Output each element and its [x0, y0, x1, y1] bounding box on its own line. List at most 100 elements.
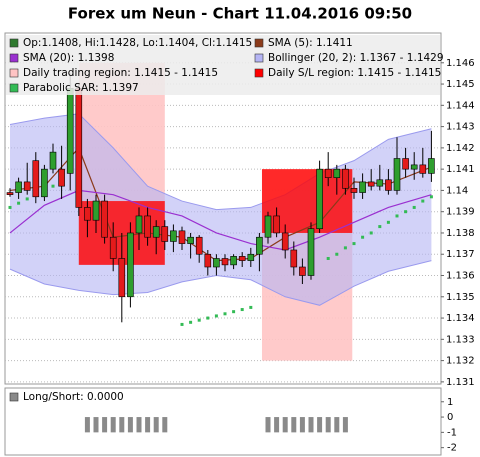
candle-body: [324, 168, 332, 178]
candle-body: [32, 160, 40, 198]
y-tick-label: 1.134: [446, 313, 475, 324]
legend-swatch: [9, 53, 19, 63]
sar-dot: [429, 195, 433, 199]
bar: [342, 417, 348, 433]
sar-dot: [352, 242, 356, 246]
candle-body: [419, 164, 427, 174]
y-tick-label: 1.143: [446, 122, 475, 133]
candle-body: [15, 181, 22, 193]
y-tick-label: 1.137: [446, 249, 475, 260]
sar-dot: [395, 214, 399, 218]
legend-background: [6, 35, 440, 95]
candle-body: [66, 88, 74, 174]
candle-body: [393, 158, 401, 191]
sar-dot: [343, 246, 347, 250]
sar-dot: [404, 210, 408, 214]
bar: [93, 417, 99, 433]
candle-body: [402, 158, 409, 170]
sar-dot: [8, 205, 12, 209]
candle-body: [299, 266, 306, 276]
y-tick-label: 1.141: [446, 164, 475, 175]
bar: [265, 417, 271, 433]
sar-dot: [378, 225, 382, 229]
bar: [308, 417, 314, 433]
candle-body: [49, 151, 57, 170]
legend-label: Daily trading region: 1.1415 - 1.1415: [23, 67, 218, 79]
y-tick-label: 1.136: [446, 271, 475, 282]
bar: [119, 417, 125, 433]
sar-dot: [180, 322, 184, 326]
bar: [127, 417, 133, 433]
y-tick-label: 1.132: [446, 356, 475, 367]
candle-body: [290, 249, 298, 268]
y-tick-label: 1.133: [446, 334, 475, 345]
sar-dot: [25, 197, 29, 201]
candle-body: [204, 253, 212, 268]
legend-swatch: [254, 68, 264, 78]
candle-body: [23, 181, 31, 191]
candle-body: [75, 88, 83, 208]
candle-body: [359, 181, 366, 193]
candle-body: [316, 168, 323, 230]
y-tick-label: 1.145: [446, 79, 475, 90]
candle-body: [307, 228, 315, 276]
candle-body: [127, 232, 134, 298]
bar: [84, 417, 90, 433]
legend-swatch: [254, 38, 264, 48]
bar: [102, 417, 108, 433]
legend-label: Op:1.1408, Hi:1.1428, Lo:1.1404, Cl:1.14…: [23, 37, 252, 49]
candle-body: [6, 192, 14, 195]
chart-title: Forex um Neun - Chart 11.04.2016 09:50: [68, 5, 412, 23]
y-tick-label: -2: [447, 443, 457, 454]
candle-body: [281, 232, 289, 251]
legend-label: Daily S/L region: 1.1415 - 1.1415: [268, 67, 441, 79]
bar: [317, 417, 323, 433]
candle-body: [410, 164, 418, 170]
candle-body: [135, 215, 143, 234]
sar-dot: [214, 314, 218, 318]
legend: Op:1.1408, Hi:1.1428, Lo:1.1404, Cl:1.14…: [6, 35, 444, 95]
y-tick-label: 0: [447, 412, 453, 423]
bar: [334, 417, 340, 433]
sar-dot: [197, 318, 201, 322]
bar: [153, 417, 159, 433]
candle-body: [367, 181, 375, 187]
sub-plot-frame: [4, 387, 442, 456]
bar: [282, 417, 288, 433]
candle-body: [342, 168, 349, 189]
candle-body: [84, 207, 91, 221]
candle-body: [41, 168, 48, 198]
candle-body: [221, 258, 229, 266]
candle-body: [264, 215, 272, 238]
legend-swatch: [9, 38, 19, 48]
candle-body: [92, 200, 100, 221]
candle-body: [247, 253, 255, 261]
y-tick-label: 1.139: [446, 207, 475, 218]
legend-label: Parabolic SAR: 1.1397: [23, 82, 139, 94]
y-tick-label: 1.14: [446, 185, 468, 196]
sar-dot: [206, 316, 210, 320]
legend-swatch: [9, 83, 19, 93]
bar: [145, 417, 151, 433]
sar-dot: [361, 235, 365, 239]
legend-label: SMA (20): 1.1398: [23, 52, 114, 64]
y-tick-label: 1.142: [446, 143, 475, 154]
candle-body: [213, 258, 220, 268]
candle-body: [161, 226, 169, 242]
candle-body: [350, 187, 358, 193]
legend-swatch: [9, 392, 19, 402]
y-tick-label: 1.144: [446, 100, 475, 111]
legend-swatch: [254, 53, 264, 63]
sar-dot: [189, 320, 193, 324]
y-tick-label: 1: [447, 397, 453, 408]
bar: [274, 417, 280, 433]
legend-label: Bollinger (20, 2): 1.1367 - 1.1429: [268, 52, 444, 64]
legend-label: Long/Short: 0.0000: [23, 391, 124, 403]
candle-body: [195, 236, 203, 255]
y-tick-label: 1.138: [446, 228, 475, 239]
sar-dot: [249, 305, 253, 309]
bar: [325, 417, 331, 433]
sar-dot: [421, 199, 425, 203]
candle-body: [238, 256, 246, 261]
candle-body: [428, 158, 435, 174]
